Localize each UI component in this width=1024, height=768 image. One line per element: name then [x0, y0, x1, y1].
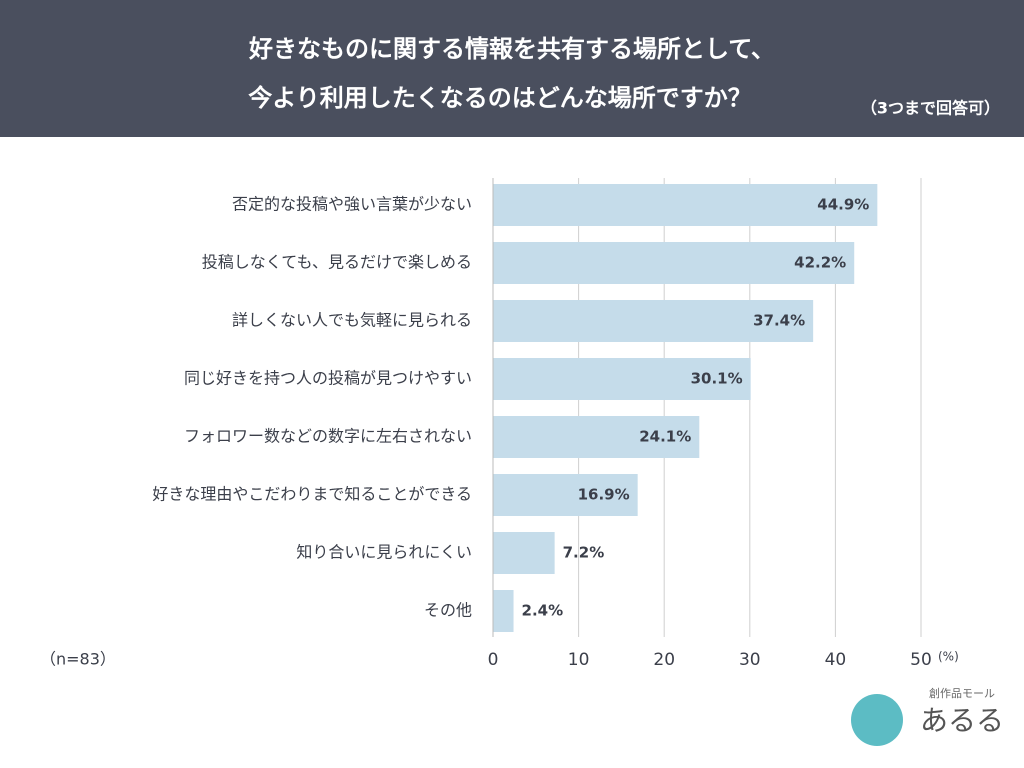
header-band	[0, 0, 1024, 137]
logo-name: あるる	[920, 704, 1004, 737]
value-label: 7.2%	[563, 544, 605, 562]
value-label: 24.1%	[639, 428, 691, 446]
value-label: 16.9%	[578, 486, 630, 504]
bar	[493, 358, 751, 400]
bar	[493, 474, 638, 516]
y-tick-label: フォロワー数などの数字に左右されない	[184, 427, 472, 446]
bar	[493, 532, 555, 574]
value-label: 42.2%	[794, 254, 846, 272]
chart-title-line: 好きなものに関する情報を共有する場所として、	[248, 35, 775, 63]
value-label: 37.4%	[753, 312, 805, 330]
x-tick-label: 20	[653, 650, 675, 670]
y-tick-label: 投稿しなくても、見るだけで楽しめる	[202, 253, 472, 272]
y-tick-label: 詳しくない人でも気軽に見られる	[232, 311, 472, 330]
logo-icon	[851, 694, 903, 746]
logo-tagline: 創作品モール	[929, 686, 995, 700]
x-tick-label: 0	[488, 650, 499, 670]
x-tick-label: 10	[568, 650, 590, 670]
value-label: 2.4%	[522, 602, 564, 620]
x-tick-label: 50	[910, 650, 932, 670]
x-tick-label: 40	[825, 650, 847, 670]
bar	[493, 416, 700, 458]
x-tick-label: 30	[739, 650, 761, 670]
sample-note: （n=83）	[40, 650, 116, 669]
bar	[493, 242, 855, 284]
bar	[493, 590, 514, 632]
bar	[493, 184, 878, 226]
x-unit: (%)	[938, 650, 959, 664]
chart-title-line: 今より利用したくなるのはどんな場所ですか？	[248, 84, 752, 112]
value-label: 30.1%	[691, 370, 743, 388]
y-tick-label: その他	[424, 601, 472, 620]
y-tick-label: 好きな理由やこだわりまで知ることができる	[152, 485, 472, 504]
value-label: 44.9%	[817, 196, 869, 214]
bar	[493, 300, 814, 342]
y-tick-label: 知り合いに見られにくい	[296, 543, 472, 562]
y-tick-label: 同じ好きを持つ人の投稿が見つけやすい	[184, 369, 472, 388]
subtitle: （3つまで回答可）	[861, 99, 1000, 118]
y-tick-label: 否定的な投稿や強い言葉が少ない	[232, 195, 472, 214]
